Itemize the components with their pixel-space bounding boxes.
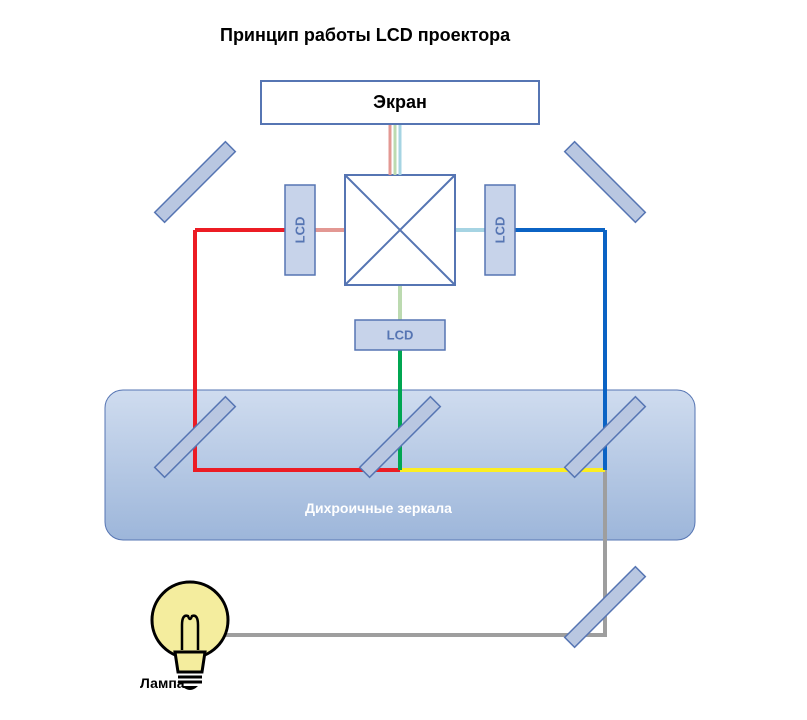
mirror-top_right	[565, 142, 646, 223]
mirror-d2	[360, 397, 441, 478]
output-rays	[390, 125, 400, 175]
lamp-icon	[152, 582, 228, 690]
path-white-light	[225, 470, 605, 635]
diagram-title: Принцип работы LCD проектора	[220, 25, 510, 46]
lcd-panel-bottom	[355, 320, 445, 350]
mirror-d3	[565, 397, 646, 478]
dichroic-box	[105, 390, 695, 540]
diagram-canvas: Принцип работы LCD проектора Экран LCD LC…	[0, 0, 807, 720]
lamp-label: Лампа	[140, 675, 185, 691]
mirror-bottom	[565, 567, 646, 648]
lcd-label-right: LCD	[493, 217, 508, 244]
lcd-panel-left	[285, 185, 315, 275]
screen-box: Экран	[260, 80, 540, 125]
lcd-label-left: LCD	[293, 217, 308, 244]
lcd-panel-right	[485, 185, 515, 275]
lcd-label-bottom: LCD	[387, 328, 414, 343]
mirror-top_left	[155, 142, 236, 223]
screen-label: Экран	[373, 92, 427, 113]
prism-cube	[345, 175, 455, 285]
path-red	[195, 230, 400, 470]
dichroic-label: Дихроичные зеркала	[305, 500, 452, 516]
mirror-d1	[155, 397, 236, 478]
